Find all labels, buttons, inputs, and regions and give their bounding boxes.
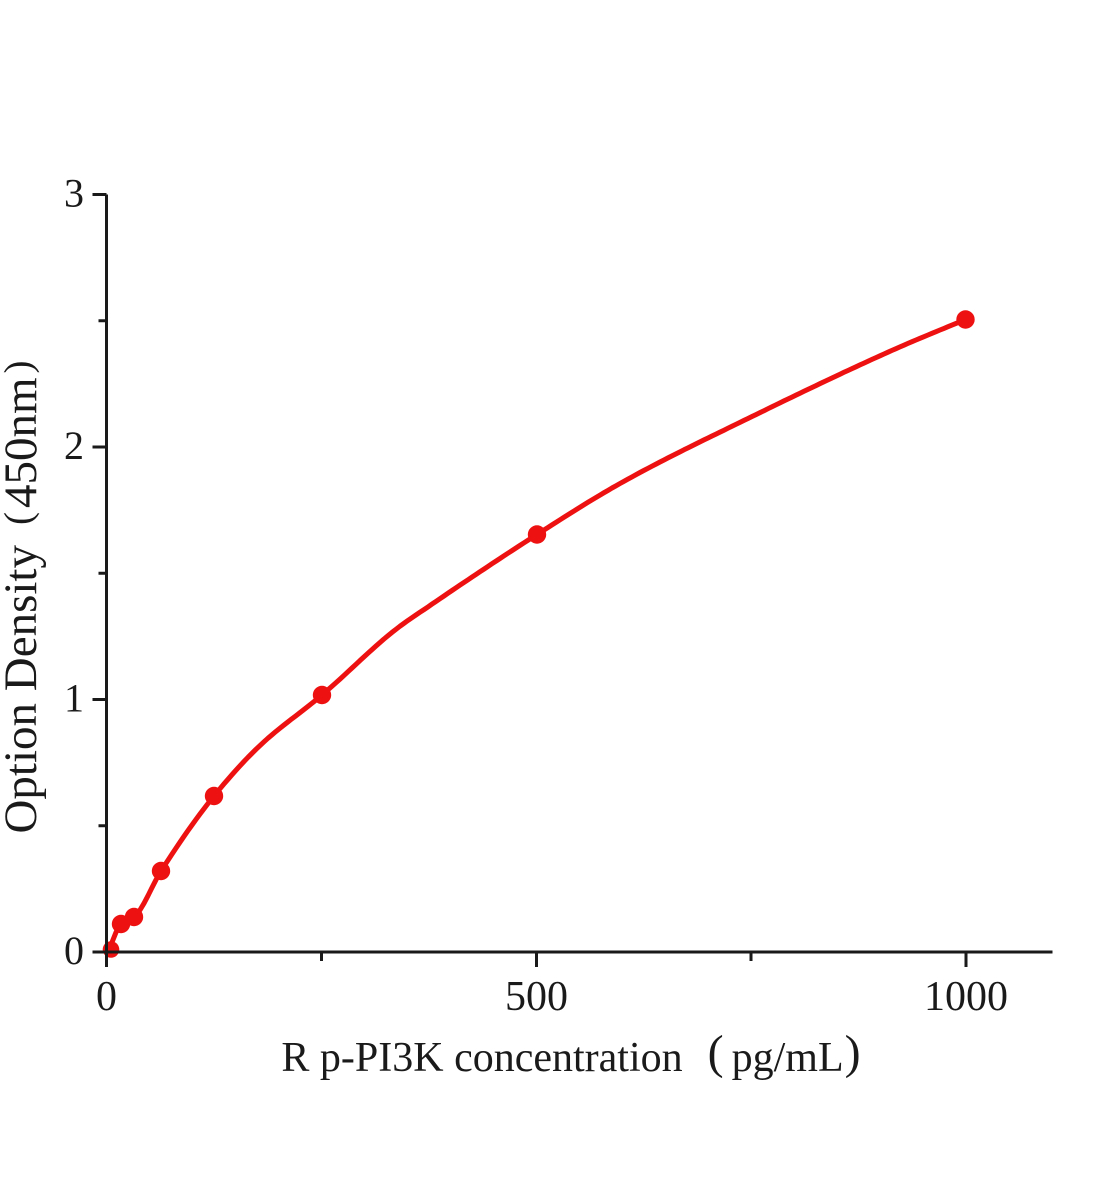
svg-text:0: 0: [96, 974, 117, 1020]
svg-text:Option Density(450nm): Option Density(450nm): [0, 360, 47, 833]
svg-text:R p-PI3K concentration(pg/mL): R p-PI3K concentration(pg/mL): [281, 1026, 860, 1081]
svg-text:2: 2: [64, 423, 84, 468]
svg-text:1000: 1000: [924, 974, 1008, 1020]
svg-text:3: 3: [64, 171, 84, 216]
svg-text:500: 500: [505, 974, 568, 1020]
svg-text:1: 1: [64, 676, 84, 721]
svg-text:0: 0: [64, 928, 84, 973]
